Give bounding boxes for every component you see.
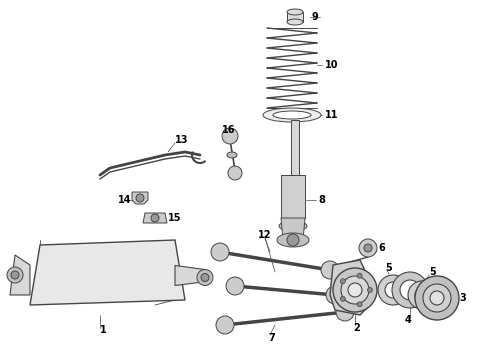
Circle shape [364,244,372,252]
Polygon shape [330,260,370,315]
Circle shape [151,214,159,222]
Circle shape [341,279,345,284]
Circle shape [348,283,362,297]
Text: 10: 10 [325,60,339,70]
Circle shape [136,194,144,202]
Circle shape [415,288,429,302]
Circle shape [368,288,372,292]
Circle shape [357,302,362,307]
Circle shape [211,243,229,261]
Circle shape [392,272,428,308]
Text: 8: 8 [318,195,325,205]
Ellipse shape [282,236,304,244]
Circle shape [197,270,213,285]
Circle shape [326,286,344,304]
Text: 14: 14 [118,195,131,205]
Polygon shape [175,266,207,285]
Circle shape [228,166,242,180]
Ellipse shape [287,9,303,15]
Text: 5: 5 [429,267,436,277]
Bar [287,12,303,22]
Circle shape [400,280,420,300]
Text: 1: 1 [100,325,107,335]
Polygon shape [143,213,167,223]
Polygon shape [281,218,305,240]
Circle shape [415,276,459,320]
Text: 11: 11 [325,110,339,120]
Circle shape [423,284,451,312]
Circle shape [7,267,23,283]
Text: 5: 5 [385,263,392,273]
Circle shape [226,277,244,295]
Circle shape [430,291,444,305]
Text: 9: 9 [312,12,319,22]
Circle shape [216,316,234,334]
Ellipse shape [227,152,237,158]
Circle shape [385,282,401,298]
Circle shape [287,234,299,246]
Ellipse shape [287,19,303,25]
Circle shape [333,268,377,312]
Text: 2: 2 [353,323,360,333]
Text: 15: 15 [168,213,181,223]
Text: 16: 16 [222,125,236,135]
Circle shape [201,274,209,282]
Bar [281,175,305,218]
Text: 13: 13 [175,135,189,145]
Text: 7: 7 [268,333,275,343]
Ellipse shape [273,111,311,119]
Ellipse shape [277,233,309,247]
Circle shape [341,296,345,301]
Text: 4: 4 [405,315,412,325]
Circle shape [336,303,354,321]
Ellipse shape [279,221,307,231]
Text: 12: 12 [258,230,271,240]
Text: 6: 6 [378,243,385,253]
Polygon shape [132,192,148,204]
Circle shape [11,271,19,279]
Circle shape [408,281,436,309]
Circle shape [321,261,339,279]
Bar [291,120,299,175]
Circle shape [359,239,377,257]
Circle shape [341,276,369,304]
Circle shape [222,128,238,144]
Polygon shape [30,240,185,305]
Polygon shape [10,255,30,295]
Text: 3: 3 [459,293,466,303]
Circle shape [378,275,408,305]
Circle shape [357,273,362,278]
Ellipse shape [263,108,321,122]
